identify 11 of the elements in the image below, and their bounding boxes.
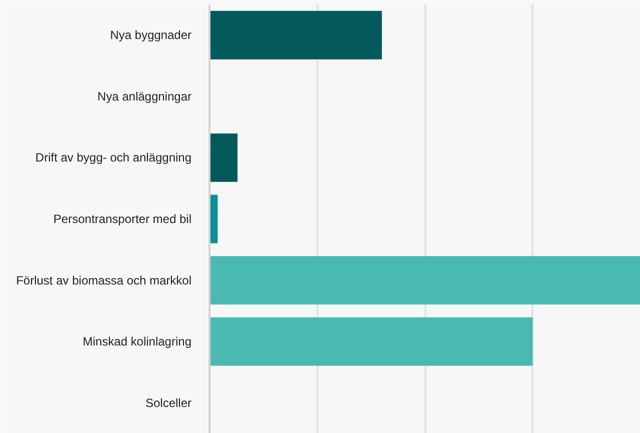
- y-tick-label: Nya byggnader: [110, 28, 192, 42]
- bar: [210, 134, 238, 182]
- y-tick-label: Minskad kolinlagring: [82, 334, 192, 349]
- y-tick-label: Förlust av biomassa och markkol: [16, 273, 192, 288]
- bar: [210, 10, 382, 60]
- bar: [210, 256, 640, 304]
- bar: [210, 317, 533, 366]
- y-tick-label: Drift av bygg- och anläggning: [35, 150, 192, 165]
- y-tick-label: Nya anläggningar: [97, 89, 192, 104]
- y-tick-label: Solceller: [145, 396, 192, 410]
- y-tick-label: Persontransporter med bil: [53, 212, 192, 226]
